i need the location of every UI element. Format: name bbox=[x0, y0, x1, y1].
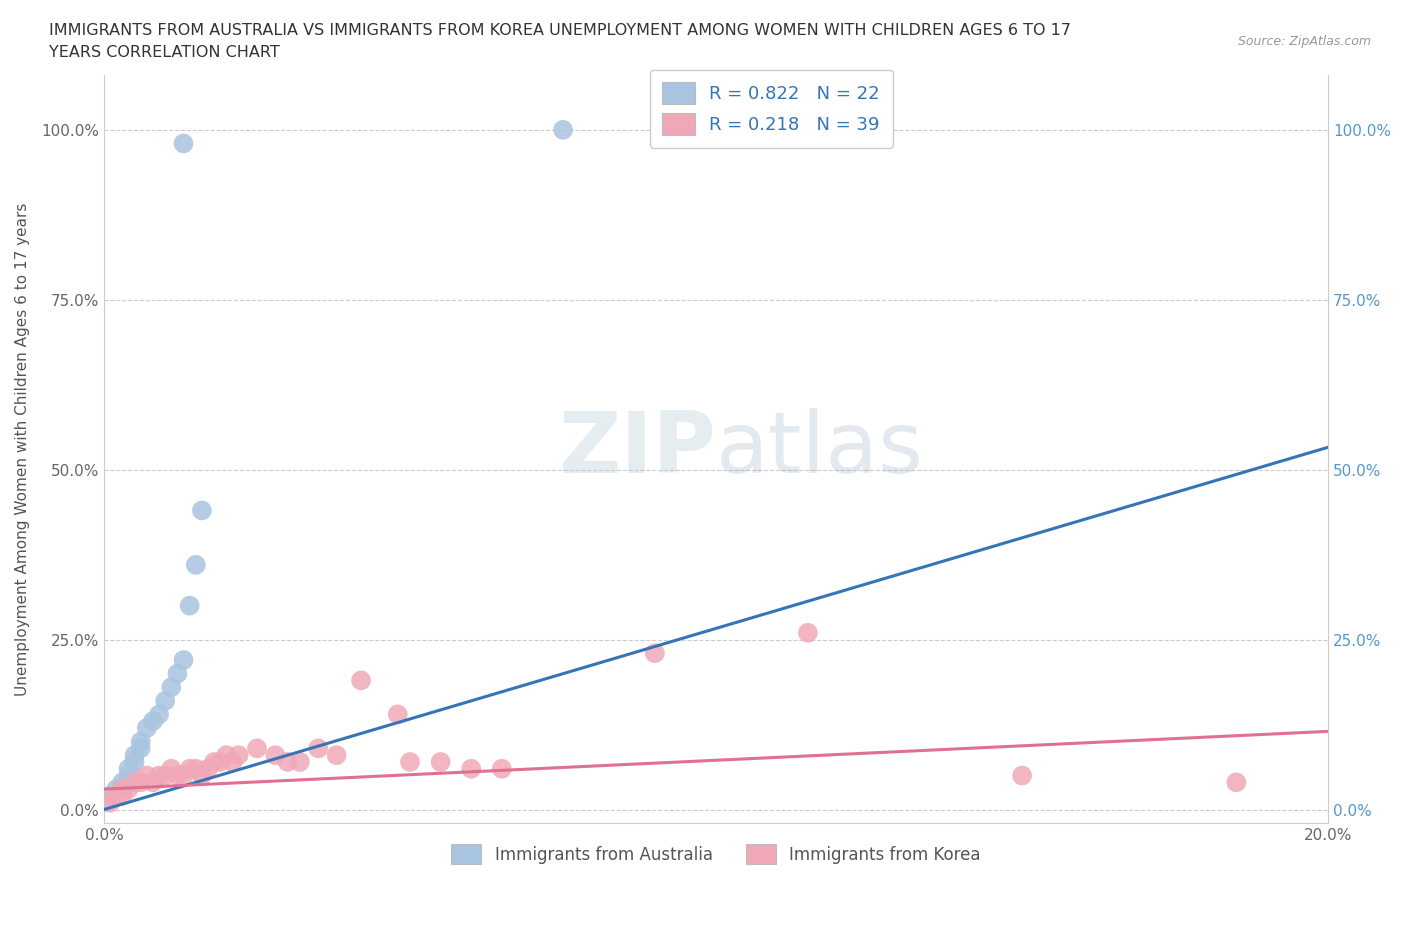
Point bbox=[173, 768, 195, 783]
Point bbox=[288, 754, 311, 769]
Point bbox=[246, 741, 269, 756]
Point bbox=[160, 680, 183, 695]
Point bbox=[142, 775, 165, 790]
Point bbox=[166, 768, 188, 783]
Point bbox=[153, 768, 176, 783]
Legend: Immigrants from Australia, Immigrants from Korea: Immigrants from Australia, Immigrants fr… bbox=[444, 837, 987, 870]
Point bbox=[228, 748, 250, 763]
Point bbox=[215, 748, 238, 763]
Point bbox=[117, 762, 139, 777]
Point bbox=[111, 789, 134, 804]
Point bbox=[184, 762, 207, 777]
Point bbox=[460, 762, 482, 777]
Point bbox=[350, 673, 373, 688]
Point bbox=[179, 762, 201, 777]
Point bbox=[142, 713, 165, 728]
Point bbox=[98, 789, 121, 804]
Point bbox=[399, 754, 422, 769]
Point bbox=[111, 782, 134, 797]
Point bbox=[129, 741, 152, 756]
Text: Source: ZipAtlas.com: Source: ZipAtlas.com bbox=[1237, 35, 1371, 48]
Point bbox=[117, 782, 139, 797]
Text: YEARS CORRELATION CHART: YEARS CORRELATION CHART bbox=[49, 45, 280, 60]
Y-axis label: Unemployment Among Women with Children Ages 6 to 17 years: Unemployment Among Women with Children A… bbox=[15, 203, 30, 696]
Point bbox=[98, 795, 121, 810]
Point bbox=[105, 789, 128, 804]
Point bbox=[153, 694, 176, 709]
Point bbox=[124, 754, 146, 769]
Point bbox=[387, 707, 409, 722]
Point bbox=[1225, 775, 1247, 790]
Point bbox=[135, 768, 157, 783]
Point bbox=[325, 748, 347, 763]
Point bbox=[135, 721, 157, 736]
Point bbox=[148, 768, 170, 783]
Point bbox=[191, 503, 214, 518]
Point bbox=[179, 598, 201, 613]
Point bbox=[797, 625, 820, 640]
Point bbox=[264, 748, 287, 763]
Point bbox=[429, 754, 451, 769]
Point bbox=[166, 666, 188, 681]
Point bbox=[221, 754, 243, 769]
Point bbox=[173, 653, 195, 668]
Point bbox=[111, 782, 134, 797]
Point bbox=[124, 775, 146, 790]
Text: atlas: atlas bbox=[716, 407, 924, 491]
Point bbox=[129, 734, 152, 749]
Point bbox=[644, 645, 666, 660]
Point bbox=[191, 768, 214, 783]
Text: ZIP: ZIP bbox=[558, 407, 716, 491]
Point bbox=[184, 557, 207, 572]
Point bbox=[1011, 768, 1033, 783]
Point bbox=[277, 754, 299, 769]
Point bbox=[173, 136, 195, 151]
Point bbox=[124, 748, 146, 763]
Point bbox=[111, 775, 134, 790]
Point bbox=[197, 762, 219, 777]
Point bbox=[307, 741, 329, 756]
Point bbox=[491, 762, 513, 777]
Point bbox=[129, 775, 152, 790]
Point bbox=[117, 768, 139, 783]
Point bbox=[209, 754, 232, 769]
Point bbox=[551, 123, 574, 138]
Point bbox=[148, 707, 170, 722]
Text: IMMIGRANTS FROM AUSTRALIA VS IMMIGRANTS FROM KOREA UNEMPLOYMENT AMONG WOMEN WITH: IMMIGRANTS FROM AUSTRALIA VS IMMIGRANTS … bbox=[49, 23, 1071, 38]
Point bbox=[160, 762, 183, 777]
Point bbox=[105, 782, 128, 797]
Point bbox=[202, 754, 225, 769]
